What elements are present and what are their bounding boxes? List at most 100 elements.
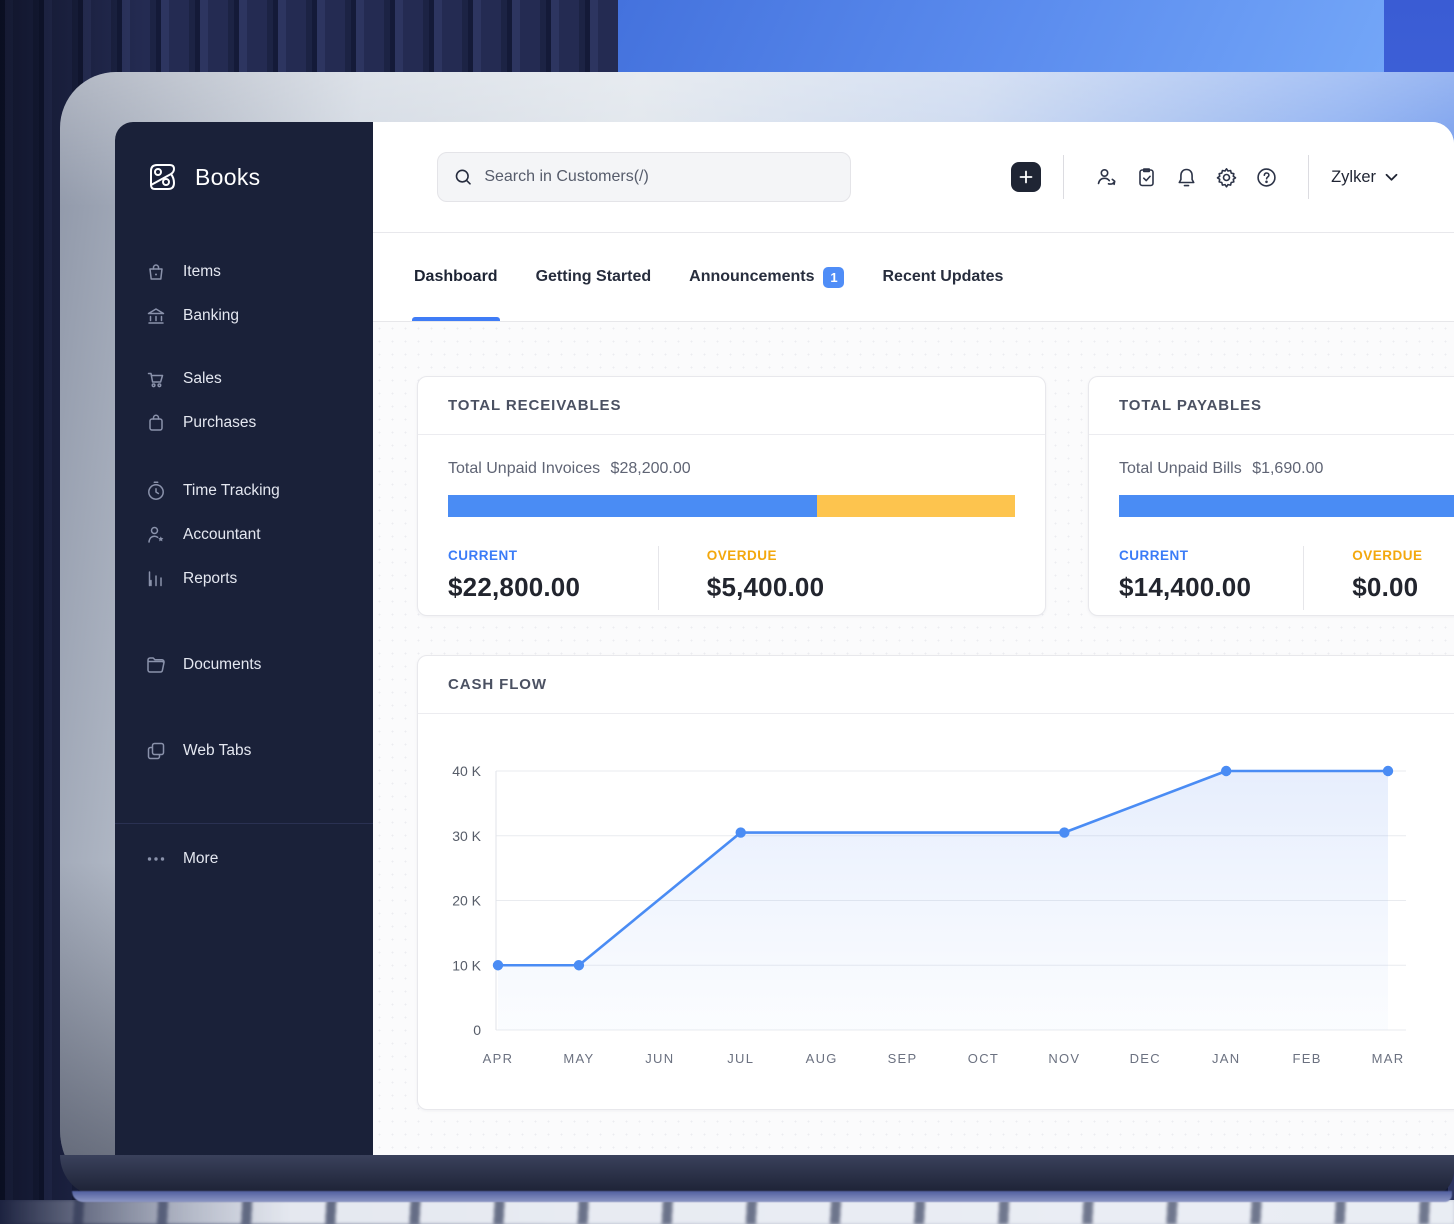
data-point xyxy=(735,827,746,838)
x-axis-label: MAR xyxy=(1372,1051,1405,1066)
x-axis-label: MAY xyxy=(563,1051,594,1066)
tab-getting-started[interactable]: Getting Started xyxy=(536,233,652,321)
sidebar-item-label: Banking xyxy=(183,307,240,324)
tab-announcements[interactable]: Announcements 1 xyxy=(689,233,845,321)
topbar-actions: Zylker xyxy=(1011,155,1398,199)
card-title: TOTAL PAYABLES xyxy=(1119,397,1262,414)
sidebar-item-label: Web Tabs xyxy=(183,742,252,759)
notifications-button[interactable] xyxy=(1166,157,1206,197)
sidebar-item-label: Time Tracking xyxy=(183,482,280,499)
overdue-amount: $0.00 xyxy=(1352,572,1419,602)
total-receivables-card: TOTAL RECEIVABLES Total Unpaid Invoices … xyxy=(417,376,1046,616)
sidebar-nav: Items Banking Sales Purchases xyxy=(115,250,373,881)
folder-icon xyxy=(147,657,165,673)
sidebar-item-purchases[interactable]: Purchases xyxy=(115,401,373,445)
card-title: TOTAL RECEIVABLES xyxy=(448,397,622,414)
sidebar-item-sales[interactable]: Sales xyxy=(115,357,373,401)
settings-button[interactable] xyxy=(1206,157,1246,197)
sidebar-item-time-tracking[interactable]: Time Tracking xyxy=(115,469,373,513)
sidebar-item-label: Sales xyxy=(183,370,222,387)
total-payables-card: TOTAL PAYABLES Total Unpaid Bills $1,690… xyxy=(1088,376,1454,616)
sidebar-item-label: Items xyxy=(183,263,221,280)
sidebar-item-documents[interactable]: Documents xyxy=(115,643,373,687)
unpaid-invoices-label: Total Unpaid Invoices xyxy=(448,460,601,477)
sidebar-divider xyxy=(115,823,373,824)
tab-dashboard[interactable]: Dashboard xyxy=(412,233,500,321)
referral-icon xyxy=(1097,168,1116,185)
plus-icon xyxy=(1019,170,1033,184)
tab-bar: Dashboard Getting Started Announcements … xyxy=(373,233,1454,322)
x-axis-label: JUN xyxy=(645,1051,674,1066)
x-axis-label: FEB xyxy=(1292,1051,1321,1066)
sidebar-item-label: Accountant xyxy=(183,526,261,543)
sidebar-item-accountant[interactable]: Accountant xyxy=(115,513,373,557)
sidebar: Books Items Banking Sales xyxy=(115,122,373,1155)
unpaid-invoices-line: Total Unpaid Invoices $28,200.00 xyxy=(448,460,1015,478)
stat-divider xyxy=(1303,546,1305,610)
data-point xyxy=(1220,765,1232,777)
laptop-bottom-bezel xyxy=(60,1155,1454,1197)
unpaid-bills-line: Total Unpaid Bills $1,690.00 xyxy=(1119,460,1454,478)
more-icon xyxy=(147,857,165,861)
checklist-button[interactable] xyxy=(1126,157,1166,197)
receivables-current-bar xyxy=(448,495,817,517)
bag-icon xyxy=(149,264,163,280)
receivables-overdue-bar xyxy=(816,495,1015,517)
announcements-badge: 1 xyxy=(823,266,845,288)
tab-recent-updates[interactable]: Recent Updates xyxy=(882,233,1003,321)
topbar-divider xyxy=(1308,155,1310,199)
tab-label: Recent Updates xyxy=(882,268,1004,285)
sidebar-item-label: Purchases xyxy=(183,414,257,431)
sidebar-item-label: Documents xyxy=(183,656,262,673)
org-dropdown[interactable]: Zylker xyxy=(1331,168,1398,187)
y-axis-tick: 20 K xyxy=(452,893,481,909)
current-label: CURRENT xyxy=(1119,548,1189,563)
search-input[interactable] xyxy=(484,168,834,186)
y-axis-tick: 40 K xyxy=(452,763,481,779)
overdue-label: OVERDUE xyxy=(1352,548,1423,563)
receivables-progress-bar xyxy=(448,495,1015,517)
clipboard-check-icon xyxy=(1138,167,1154,186)
laptop-keyboard xyxy=(0,1200,1454,1224)
tab-label: Announcements xyxy=(689,268,815,285)
chevron-down-icon xyxy=(1385,173,1398,181)
data-point xyxy=(492,960,504,971)
main-area: Zylker Dashboard Getting Started Announc… xyxy=(373,122,1454,1155)
data-point xyxy=(573,960,585,971)
x-axis-label: JUL xyxy=(727,1051,754,1066)
stat-divider xyxy=(657,546,659,610)
y-axis-tick: 30 K xyxy=(452,828,481,844)
overdue-label: OVERDUE xyxy=(706,548,778,563)
sidebar-item-more[interactable]: More xyxy=(115,837,373,881)
x-axis-label: NOV xyxy=(1048,1051,1080,1066)
data-point xyxy=(1382,765,1394,777)
sidebar-item-web-tabs[interactable]: Web Tabs xyxy=(115,729,373,773)
sidebar-item-reports[interactable]: Reports xyxy=(115,557,373,601)
sidebar-item-banking[interactable]: Banking xyxy=(115,294,373,338)
sidebar-item-items[interactable]: Items xyxy=(115,250,373,294)
laptop-bottom-edge xyxy=(72,1191,1452,1202)
app-logo-text: Books xyxy=(195,163,261,190)
topbar: Zylker xyxy=(373,122,1454,233)
sidebar-item-label: More xyxy=(183,850,219,867)
current-amount: $14,400.00 xyxy=(1119,572,1252,602)
x-axis-label: AUG xyxy=(806,1051,838,1066)
referral-button[interactable] xyxy=(1086,157,1126,197)
x-axis-label: DEC xyxy=(1130,1051,1161,1066)
bar-chart-icon xyxy=(148,571,162,587)
dashboard-body: TOTAL RECEIVABLES Total Unpaid Invoices … xyxy=(373,322,1454,1155)
org-name: Zylker xyxy=(1331,167,1376,186)
help-button[interactable] xyxy=(1246,157,1286,197)
x-axis-label: SEP xyxy=(888,1051,918,1066)
current-amount: $22,800.00 xyxy=(448,572,581,602)
shopping-bag-icon xyxy=(149,414,163,431)
topbar-divider xyxy=(1063,155,1065,199)
cart-icon xyxy=(147,372,164,388)
add-button[interactable] xyxy=(1011,162,1042,192)
app-logo: Books xyxy=(143,158,373,196)
search-box[interactable] xyxy=(437,152,851,202)
tab-label: Dashboard xyxy=(414,268,498,285)
unpaid-invoices-amount: $28,200.00 xyxy=(610,460,691,477)
area-fill xyxy=(498,771,1388,1030)
